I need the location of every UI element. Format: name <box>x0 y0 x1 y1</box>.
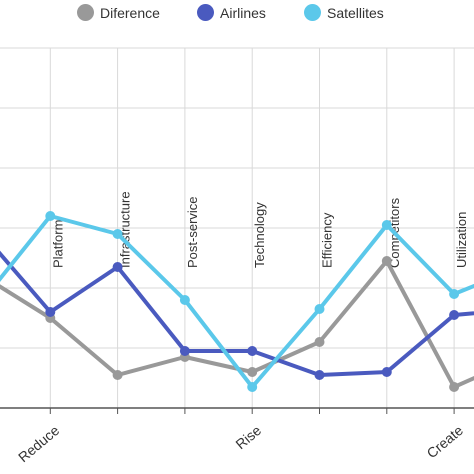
data-point-diference <box>449 382 460 392</box>
legend: Diference Airlines Satellites <box>0 4 474 26</box>
data-point-satellites <box>381 220 392 230</box>
legend-item-satellites[interactable]: Satellites <box>304 4 384 21</box>
data-point-airlines <box>45 307 56 317</box>
x-group-label: Rise <box>232 422 264 452</box>
category-label: Technology <box>252 202 267 268</box>
data-point-satellites <box>112 229 123 239</box>
data-point-satellites <box>314 304 325 314</box>
x-group-label: Reduce <box>15 422 62 465</box>
legend-marker-diference <box>77 4 94 21</box>
series-line-airlines <box>0 250 474 377</box>
data-point-airlines <box>381 367 392 377</box>
data-point-satellites <box>45 211 56 221</box>
data-point-airlines <box>449 310 460 320</box>
legend-marker-airlines <box>197 4 214 21</box>
data-point-satellites <box>247 382 258 392</box>
category-label: Infrastructure <box>118 191 133 268</box>
data-point-airlines <box>314 370 325 380</box>
data-point-satellites <box>179 295 190 305</box>
data-point-airlines <box>112 262 123 272</box>
data-point-airlines <box>179 346 190 356</box>
data-point-airlines <box>247 346 258 356</box>
legend-marker-satellites <box>304 4 321 21</box>
legend-label-diference: Diference <box>100 4 160 21</box>
data-point-diference <box>112 370 123 380</box>
legend-label-satellites: Satellites <box>327 4 384 21</box>
category-label: Platform <box>50 220 65 268</box>
legend-item-airlines[interactable]: Airlines <box>197 4 266 21</box>
x-group-label: Create <box>424 422 467 461</box>
legend-label-airlines: Airlines <box>220 4 266 21</box>
data-point-diference <box>381 256 392 266</box>
category-label: Efficiency <box>320 212 335 268</box>
series-line-satellites <box>0 214 474 389</box>
data-point-diference <box>314 337 325 347</box>
data-point-diference <box>247 367 258 377</box>
category-label: Utilization <box>454 212 469 268</box>
category-label: Post-service <box>185 196 200 268</box>
data-point-satellites <box>449 289 460 299</box>
legend-item-diference[interactable]: Diference <box>77 4 160 21</box>
